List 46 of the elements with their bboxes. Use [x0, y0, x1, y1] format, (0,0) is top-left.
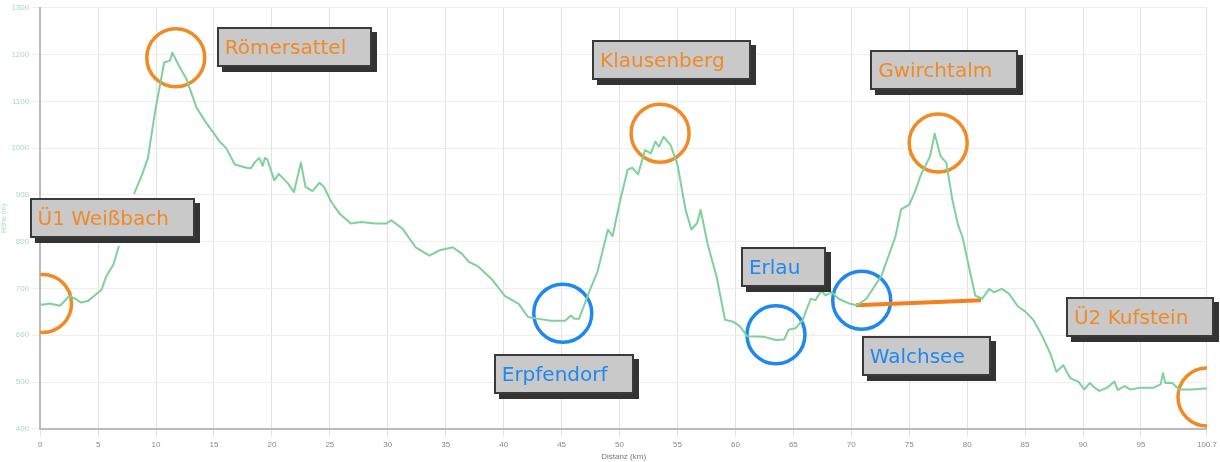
- annotation: Ü1 Weißbach: [29, 198, 195, 239]
- y-tick-label: 800: [15, 236, 30, 246]
- annotation: Walchsee: [861, 336, 991, 377]
- y-tick-label: 500: [15, 377, 30, 387]
- x-tick-label: 30: [383, 439, 393, 449]
- x-tick-label: 20: [267, 439, 277, 449]
- annotation: Erlau: [740, 246, 827, 287]
- point: [830, 269, 893, 331]
- x-tick-label: 85: [1020, 439, 1031, 449]
- x-tick-label: 10: [151, 439, 162, 449]
- x-tick-label: 100.7: [1196, 439, 1218, 449]
- annotation: Gwirchtalm: [870, 49, 1019, 90]
- x-tick-label: 95: [1136, 439, 1146, 449]
- x-tick-label: 5: [95, 439, 101, 449]
- x-tick-label: 25: [325, 439, 335, 449]
- point: [745, 304, 807, 366]
- x-tick-label: 80: [962, 439, 973, 449]
- x-tick-label: 65: [788, 439, 799, 449]
- x-tick-label: 55: [673, 439, 683, 449]
- y-tick-label: 1000: [11, 143, 30, 153]
- point: [629, 102, 691, 164]
- y-tick-label: 1200: [11, 49, 30, 59]
- x-tick-label: 35: [441, 439, 451, 449]
- x-tick-label: 70: [846, 439, 857, 449]
- annotation: Klausenberg: [592, 40, 751, 81]
- x-tick-label: 45: [557, 439, 567, 449]
- x-tick-label: 90: [1078, 439, 1089, 449]
- y-tick-label: 900: [15, 190, 30, 200]
- x-tick-label: 60: [730, 439, 741, 449]
- point: [145, 27, 207, 89]
- x-tick-label: 75: [904, 439, 915, 449]
- y-tick-label: 1100: [11, 96, 30, 106]
- y-tick-label: 600: [15, 330, 30, 340]
- x-tick-label: 0: [37, 439, 43, 449]
- annotation: Ü2 Kufstein: [1065, 296, 1215, 337]
- y-tick-label: 1300: [11, 3, 30, 12]
- x-tick-label: 40: [499, 439, 509, 449]
- annotation: Erpfendorf: [493, 354, 634, 395]
- annotation: Römersattel: [216, 26, 373, 67]
- y-tick-label: 400: [15, 424, 30, 433]
- x-tick-label: 15: [209, 439, 219, 449]
- x-tick-label: 50: [615, 439, 625, 449]
- point: [532, 282, 594, 345]
- x-axis-title: Distanz (km): [601, 452, 647, 462]
- point: [907, 112, 969, 174]
- y-tick-label: 700: [15, 283, 30, 293]
